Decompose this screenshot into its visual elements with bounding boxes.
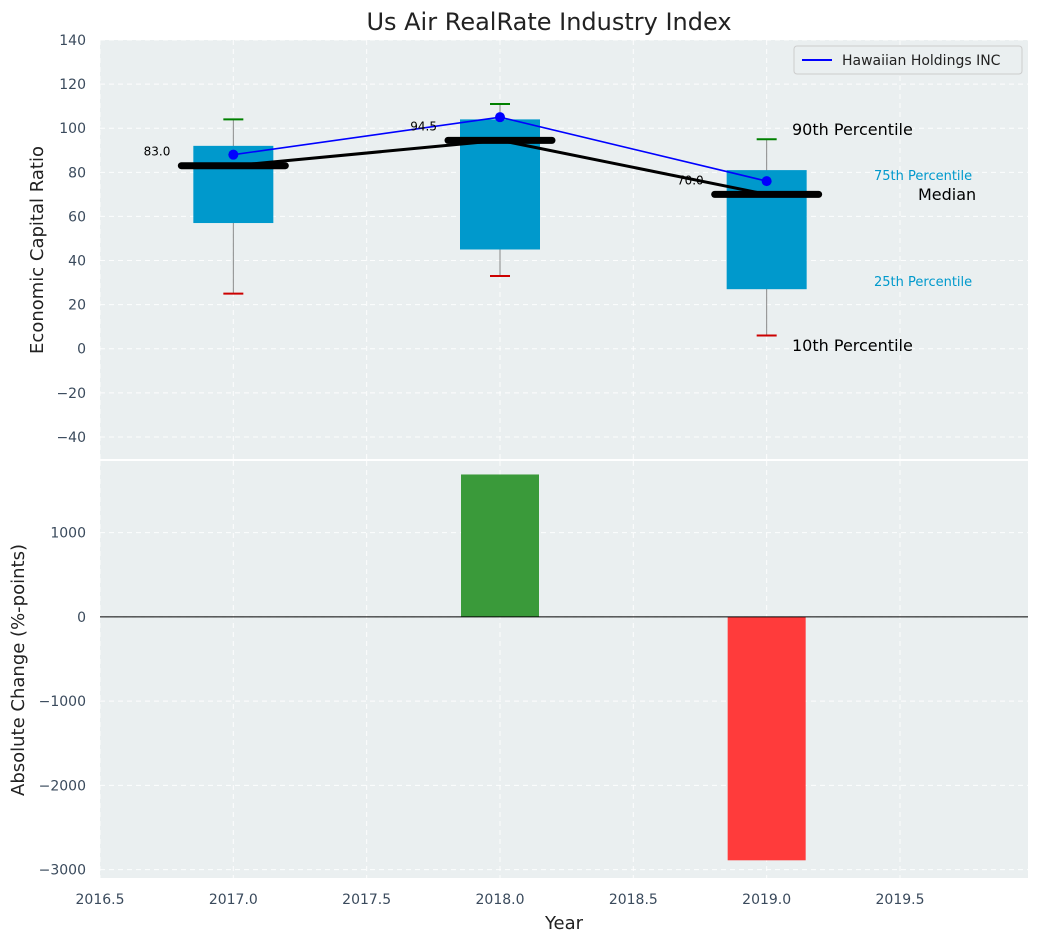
top-y-tick-label: 140 xyxy=(59,33,86,49)
bottom-y-tick-label: 1000 xyxy=(50,526,86,542)
x-tick-label: 2019.5 xyxy=(876,892,925,908)
top-y-axis-label: Economic Capital Ratio xyxy=(27,146,48,354)
x-tick-label: 2017.5 xyxy=(342,892,391,908)
top-y-tick-label: 20 xyxy=(68,298,86,314)
change-bars xyxy=(461,474,806,861)
label-25th-percentile: 25th Percentile xyxy=(874,275,972,290)
bottom-plot-area xyxy=(100,461,1028,878)
company-point-2018 xyxy=(495,112,505,123)
median-value-labels: 83.0 94.5 70.0 xyxy=(144,119,704,187)
median-value-label-2017: 83.0 xyxy=(144,145,171,159)
x-tick-label: 2018.5 xyxy=(609,892,658,908)
top-y-tick-label: 40 xyxy=(68,254,86,270)
company-series xyxy=(228,112,772,187)
legend-label: Hawaiian Holdings INC xyxy=(842,53,1001,69)
change-bar-2018 xyxy=(461,474,539,617)
x-tick-label: 2018.0 xyxy=(476,892,525,908)
x-tick-label: 2016.5 xyxy=(76,892,125,908)
company-point-2017 xyxy=(228,149,239,160)
chart-title: Us Air RealRate Industry Index xyxy=(366,8,731,36)
x-tick-label: 2019.0 xyxy=(742,892,791,908)
legend-box xyxy=(793,45,1023,75)
label-median: Median xyxy=(918,185,976,204)
legend: Hawaiian Holdings INC xyxy=(793,45,1023,75)
x-tick-label: 2017.0 xyxy=(209,892,258,908)
label-75th-percentile: 75th Percentile xyxy=(874,169,972,184)
change-bar-2019 xyxy=(727,616,806,861)
label-90th-percentile: 90th Percentile xyxy=(792,120,913,139)
company-point-2019 xyxy=(761,176,772,187)
bottom-y-tick-label: −3000 xyxy=(39,863,86,879)
whisker-caps xyxy=(223,102,777,337)
median-value-label-2019: 70.0 xyxy=(677,173,704,187)
median-line-group xyxy=(177,136,823,198)
top-panel: −40 −20 0 20 40 60 80 100 120 140 83.0 94.5 70.0 90… xyxy=(27,33,1028,459)
bottom-y-axis-label: Absolute Change (%-points) xyxy=(8,544,29,796)
top-y-tick-label: −20 xyxy=(56,386,86,402)
x-axis-label: Year xyxy=(544,913,584,934)
top-y-tick-labels: −40 −20 0 20 40 60 80 100 120 140 xyxy=(56,33,86,446)
top-y-tick-label: −40 xyxy=(56,430,86,446)
label-10th-percentile: 10th Percentile xyxy=(792,336,913,355)
bottom-y-tick-labels: −3000 −2000 −1000 0 1000 xyxy=(39,526,86,879)
top-y-tick-label: 120 xyxy=(59,77,86,93)
top-y-tick-label: 60 xyxy=(68,209,86,225)
bottom-y-tick-label: −1000 xyxy=(39,694,86,710)
top-plot-area xyxy=(100,40,1028,459)
x-tick-labels: 2016.5 2017.0 2017.5 2018.0 2018.5 2019.0 2019… xyxy=(76,892,925,908)
top-y-tick-label: 100 xyxy=(59,121,86,137)
median-value-label-2018: 94.5 xyxy=(410,119,437,133)
bottom-y-tick-label: −2000 xyxy=(39,778,86,794)
bottom-y-tick-label: 0 xyxy=(77,610,86,626)
top-y-tick-label: 0 xyxy=(77,342,86,358)
top-y-tick-label: 80 xyxy=(68,165,86,181)
